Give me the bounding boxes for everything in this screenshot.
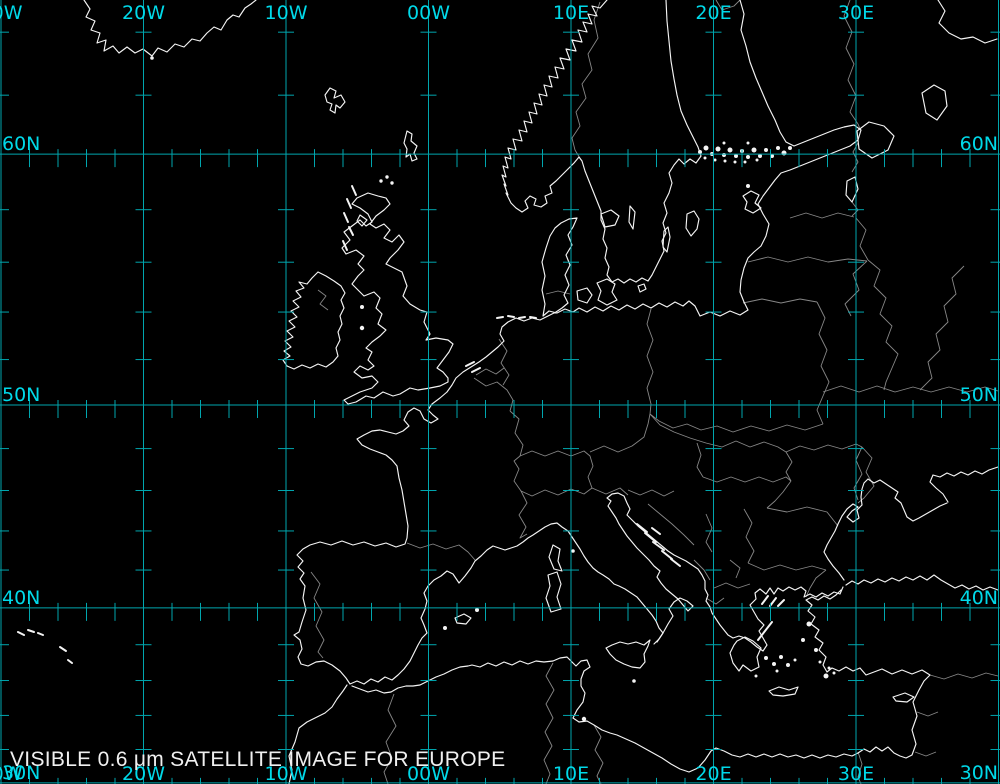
- lon-label-bottom: 00W: [407, 763, 450, 784]
- country-borders: [310, 0, 999, 784]
- lon-label-top: 10E: [553, 2, 589, 24]
- lon-label-bottom: 30E: [838, 763, 874, 784]
- lon-label-top: 20E: [695, 2, 731, 24]
- archipelago-dots: [150, 56, 836, 722]
- lon-label-bottom: 30W: [0, 763, 23, 784]
- lon-label-top: 30E: [838, 2, 874, 24]
- lat-label-left: 30N: [2, 762, 40, 784]
- lon-label-top: 20W: [122, 2, 165, 24]
- lon-label-bottom: 20E: [695, 763, 731, 784]
- lon-label-top: 30W: [0, 2, 23, 24]
- lat-label-right: 50N: [960, 384, 998, 406]
- lat-label-left: 40N: [2, 587, 40, 609]
- lon-label-bottom: 20W: [122, 763, 165, 784]
- lat-label-left: 60N: [2, 133, 40, 155]
- coastlines: [17, 0, 999, 784]
- lat-label-right: 40N: [960, 587, 998, 609]
- lat-label-right: 30N: [960, 762, 998, 784]
- lon-label-top: 00W: [407, 2, 450, 24]
- caption-title: VISIBLE 0.6 μm SATELLITE IMAGE FOR EUROP…: [10, 748, 506, 771]
- lat-label-right: 60N: [960, 133, 998, 155]
- caption-block: VISIBLE 0.6 μm SATELLITE IMAGE FOR EUROP…: [10, 696, 505, 784]
- lat-label-left: 50N: [2, 384, 40, 406]
- lon-label-bottom: 10W: [265, 763, 308, 784]
- lon-label-top: 10W: [265, 2, 308, 24]
- lon-label-bottom: 10E: [553, 763, 589, 784]
